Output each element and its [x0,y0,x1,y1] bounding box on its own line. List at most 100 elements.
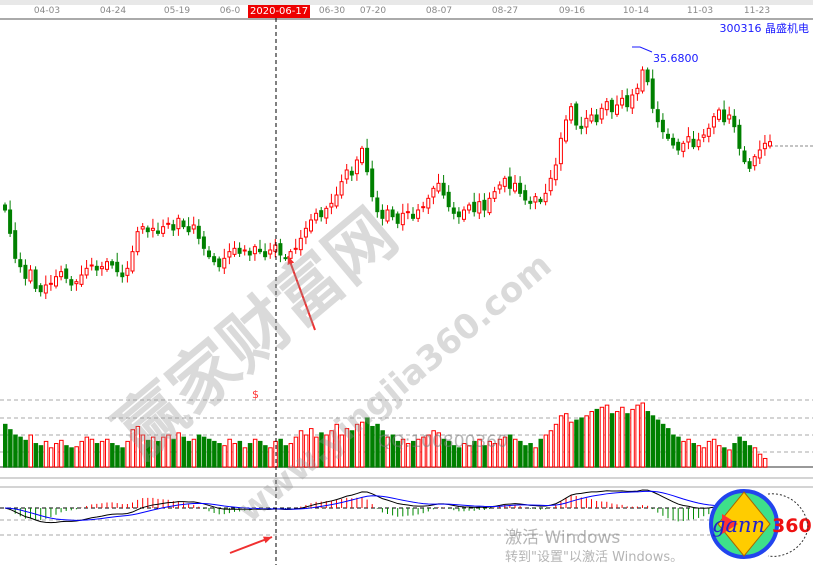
volume-bar [564,413,569,468]
volume-bar [579,417,584,468]
candle-body [217,258,222,268]
candle-body [395,213,400,224]
volume-bar [94,443,100,468]
candle-body [303,227,308,238]
volume-bar [385,436,390,468]
candle-body [201,236,206,249]
volume-bar [691,443,696,468]
volume-bar [742,440,747,468]
arrow-head-icon [263,536,272,544]
volume-bar [584,415,589,468]
candle-body [569,106,574,121]
candle-body [135,231,140,253]
volume-bar [161,436,166,468]
volume-bar [3,423,8,468]
volume-bar [686,438,691,468]
candle-body [421,206,426,209]
volume-bar [676,436,681,468]
candle-body [288,251,293,259]
candle-body [150,227,155,231]
volume-bar [59,439,64,468]
candle-body [349,170,354,176]
candle-body [747,161,752,169]
candle-body [283,257,288,260]
candle-body [252,246,257,255]
candle-body [482,199,487,211]
volume-bar [196,434,202,468]
candle-body [191,224,196,230]
volume-bar [497,438,503,468]
volume-bar [533,447,538,468]
x-tick-label: 08-27 [491,6,519,16]
candle-body [451,207,456,214]
candle-body [411,213,415,219]
volume-bar [492,443,498,468]
candle-body [273,244,278,252]
volume-bar [523,445,528,468]
volume-bar [666,428,671,468]
volume-bar [487,440,492,468]
volume-bar [574,419,579,468]
x-tick-label: 11-23 [743,6,771,16]
candle-body [615,104,619,115]
volume-bar [640,402,645,468]
volume-bar [502,436,508,468]
candle-body [722,109,727,123]
volume-bar [150,436,156,468]
candle-body [207,250,211,258]
candle-body [650,78,655,109]
candle-body [105,261,109,270]
volume-bar [477,438,482,468]
candle-body [232,247,237,255]
candle-body [717,109,721,120]
candle-body [79,274,84,285]
volume-bar [594,408,600,468]
volume-bar [762,457,768,468]
volume-bar [303,434,309,468]
volume-bar [258,440,263,468]
volume-bar [513,438,518,468]
candle-body [171,224,176,231]
candle-body [671,137,676,146]
candle-body [64,268,69,279]
candle-body [339,181,344,196]
volume-bar [380,430,385,468]
candle-body [365,147,370,173]
svg-text:gann: gann [712,513,765,537]
candle-body [69,279,74,286]
x-tick-label: 04-03 [33,6,61,16]
volume-bar [38,445,44,468]
candle-body [553,164,558,181]
volume-bar [548,430,554,468]
volume-bar [732,443,737,468]
candle-body [620,97,625,106]
candle-body [161,226,166,234]
volume-bar [747,445,753,468]
candle-body [701,134,706,138]
candle-body [538,198,543,203]
candle-body [370,168,375,198]
candle-body [456,211,461,218]
watermark-qq: QQ:100800360 [378,432,508,452]
candle-body [584,117,589,128]
candle-body [518,182,523,194]
gann360-logo: gann 360 [709,489,812,559]
candle-body [405,211,410,214]
volume-bar [737,436,742,468]
candle-body [314,212,319,221]
candle-body [711,116,716,128]
windows-activation-hint: 转到"设置"以激活 Windows。 [505,550,684,565]
volume-bar [411,440,416,468]
volume-bar [472,440,477,468]
candle-body [181,220,186,228]
x-tick-label: 11-03 [686,6,714,16]
volume-bar [696,445,702,468]
volume-bar [344,428,350,468]
arrow-head-icon [287,256,295,265]
x-tick-label: 06-0 [219,6,241,16]
candle-body [196,225,201,239]
volume-bar [426,434,431,468]
volume-bar [538,438,543,468]
